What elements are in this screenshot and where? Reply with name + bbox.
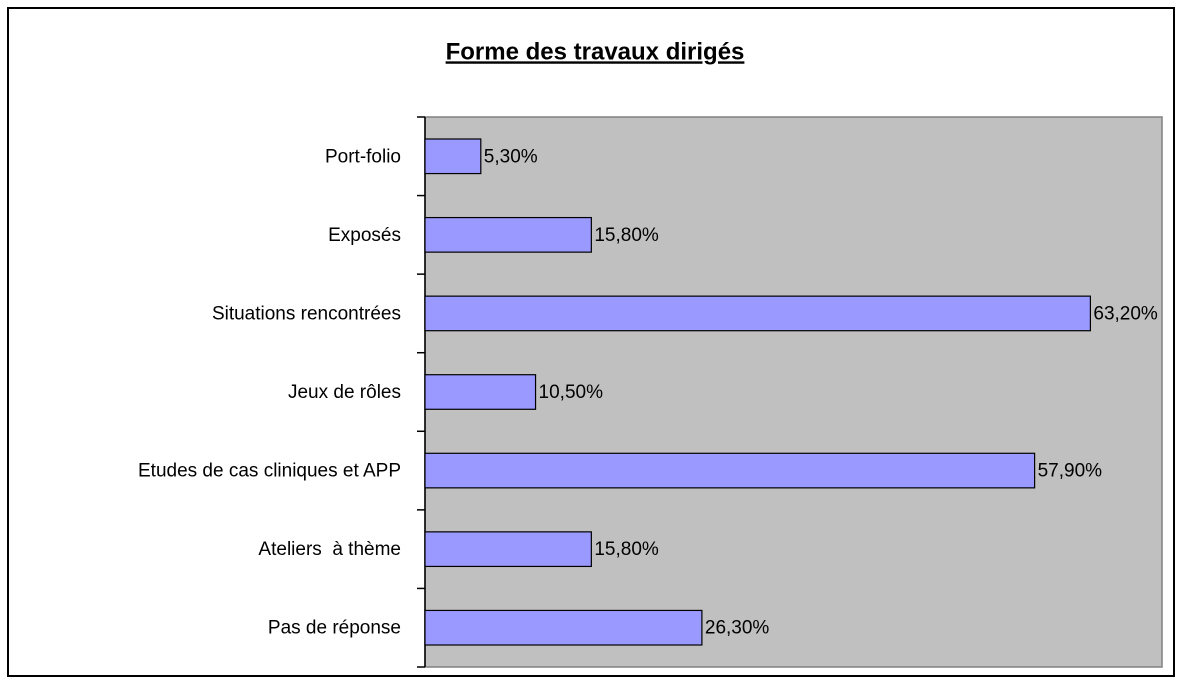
bar bbox=[424, 531, 592, 568]
y-tick-label: Pas de réponse bbox=[268, 618, 401, 639]
bar bbox=[424, 452, 1036, 489]
bar bbox=[424, 216, 592, 253]
bar bbox=[424, 138, 482, 175]
chart-title: Forme des travaux dirigés bbox=[446, 38, 745, 65]
data-label: 5,30% bbox=[484, 146, 538, 167]
bar bbox=[424, 609, 703, 646]
data-label: 63,20% bbox=[1093, 303, 1158, 324]
data-label: 57,90% bbox=[1038, 461, 1103, 482]
data-label: 26,30% bbox=[705, 618, 770, 639]
y-tick-label: Jeux de rôles bbox=[288, 382, 401, 403]
y-tick-label: Ateliers à thème bbox=[258, 539, 401, 560]
y-tick-label: Etudes de cas cliniques et APP bbox=[138, 461, 401, 482]
bar bbox=[424, 374, 537, 410]
data-label: 15,80% bbox=[594, 539, 659, 560]
data-label: 15,80% bbox=[594, 225, 659, 246]
data-label: 10,50% bbox=[539, 382, 604, 403]
bar bbox=[424, 295, 1092, 332]
plot-area bbox=[424, 116, 1163, 668]
y-tick-label: Exposés bbox=[328, 225, 401, 246]
y-tick-label: Port-folio bbox=[325, 146, 401, 167]
y-tick-label: Situations rencontrées bbox=[212, 303, 401, 324]
